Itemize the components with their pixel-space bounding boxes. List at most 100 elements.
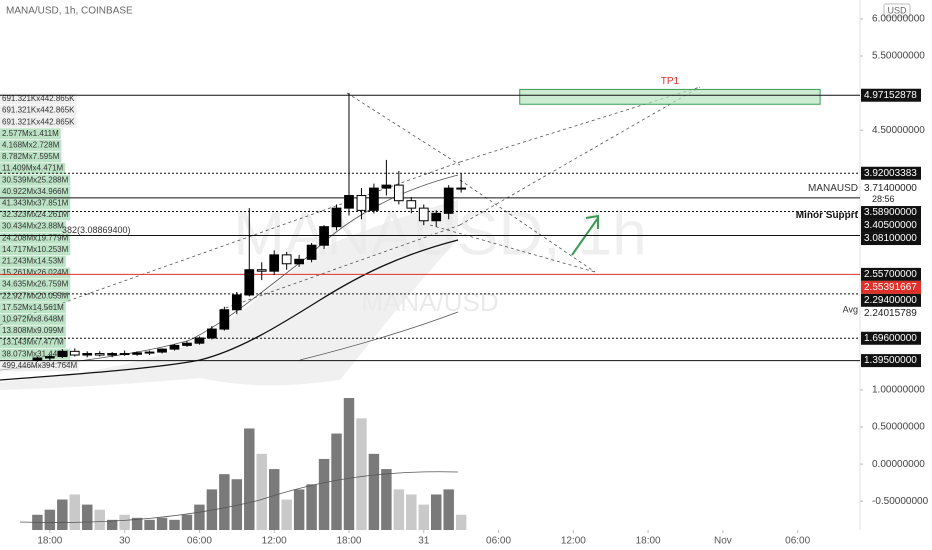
- price-label-box: [861, 166, 921, 180]
- candle-body: [369, 187, 379, 211]
- price-label: 3.40500000: [864, 220, 917, 231]
- candle-body: [157, 348, 167, 353]
- volume-bar: [368, 453, 380, 530]
- y-tick-label: 0.00000000: [872, 459, 925, 470]
- candle-body: [294, 258, 304, 265]
- moving-average: [0, 239, 459, 381]
- candle-body: [319, 226, 329, 246]
- profile-label: 691.321Kx442.865K: [2, 117, 75, 126]
- candle-body: [32, 357, 43, 361]
- price-label: 1.39500000: [864, 355, 917, 366]
- volume-bar: [131, 517, 143, 530]
- candle-body: [94, 353, 105, 356]
- candle-body: [182, 342, 192, 346]
- candle-body: [281, 254, 292, 265]
- profile-label: 14.717Mx10.253M: [2, 245, 69, 254]
- profile-bar: [0, 290, 71, 302]
- candle-body: [207, 328, 217, 339]
- profile-label: 30.539Mx25.288M: [2, 175, 69, 184]
- candle-body: [132, 352, 142, 355]
- profile-bar: [0, 174, 71, 186]
- band: [0, 200, 458, 390]
- price-label: 2.55700000: [864, 269, 917, 280]
- volume-bar: [430, 494, 442, 530]
- volume-bar: [256, 453, 267, 530]
- candle-body: [331, 207, 342, 228]
- price-label: 1.69600000: [864, 333, 917, 344]
- candle-body: [344, 195, 354, 209]
- profile-bar: [0, 186, 71, 198]
- profile-bar: [0, 163, 66, 175]
- x-tick-label: Nov: [714, 536, 732, 547]
- candle-body: [356, 195, 367, 211]
- volume-bar: [393, 489, 405, 530]
- volume-bar: [69, 494, 81, 530]
- candle-body: [82, 353, 93, 356]
- candle-body: [443, 187, 454, 214]
- profile-label: 499.446Mx394.764M: [2, 361, 78, 370]
- profile-bar: [0, 302, 66, 314]
- x-tick-label: 31: [418, 536, 430, 547]
- volume-bar: [144, 519, 155, 530]
- candle-body: [231, 294, 242, 311]
- profile-bar: [0, 313, 66, 325]
- upper-band: [0, 174, 459, 371]
- price-label-box: [861, 206, 921, 220]
- volume-bar: [381, 469, 392, 530]
- profile-bar: [0, 232, 71, 244]
- y-tick-label: 4.50000000: [872, 125, 925, 136]
- volume-bar: [106, 519, 118, 530]
- x-tick-label: 18:00: [336, 536, 361, 547]
- tp-label: TP1: [661, 76, 680, 87]
- profile-label: 13.143Mx7.477M: [2, 338, 64, 347]
- profile-bar: [0, 221, 66, 233]
- profile-bar: [0, 267, 71, 279]
- candle-body: [256, 269, 267, 272]
- profile-label: 24.208Mx19.779M: [2, 233, 69, 242]
- volume-bar: [94, 509, 105, 530]
- volume-bar: [82, 504, 93, 530]
- profile-label: 10.972Mx8.648M: [2, 315, 64, 324]
- tp-zone: [519, 88, 821, 105]
- price-label: 3.71400000: [864, 183, 917, 194]
- profile-bar: [0, 325, 66, 337]
- price-label-box: [861, 306, 921, 320]
- profile-label: 13.808Mx9.099M: [2, 326, 64, 335]
- volume-bar: [356, 418, 367, 530]
- profile-bar: [0, 151, 62, 163]
- profile-label: 11.409Mx4.471M: [2, 164, 64, 173]
- profile-label: 40.922Mx34.966M: [2, 187, 69, 196]
- profile-label: 38.073Mx31.446M: [2, 349, 69, 358]
- fib-label: 382(3.08869400): [62, 225, 131, 235]
- price-label-box: [861, 331, 921, 345]
- price-label-box: [861, 219, 921, 233]
- volume-bar: [306, 484, 317, 530]
- volume-bar: [331, 433, 342, 530]
- volume-bar: [231, 479, 243, 530]
- profile-label: 21.243Mx14.53M: [2, 257, 64, 266]
- candle-body: [69, 350, 80, 356]
- y-tick-label: 0.50000000: [872, 422, 925, 433]
- profile-bar: [0, 337, 66, 349]
- profile-bar: [0, 244, 71, 256]
- volume-bar: [343, 398, 355, 530]
- price-label: 3.92003383: [864, 168, 917, 179]
- candle-body: [381, 184, 392, 189]
- profile-bar: [0, 255, 66, 267]
- profile-label: 41.343Mx37.851M: [2, 199, 69, 208]
- profile-bar: [0, 348, 71, 360]
- price-label: 2.55391667: [864, 282, 917, 293]
- arrow: [571, 214, 599, 256]
- lower-band: [299, 311, 459, 361]
- price-label-box: [861, 182, 921, 196]
- price-label-box: [861, 88, 921, 102]
- price-label-box: [861, 293, 921, 307]
- volume-bar: [169, 519, 180, 530]
- profile-label: 15.261Mx26.024M: [2, 268, 69, 277]
- y-tick-label: -0.50000000: [872, 496, 929, 507]
- price-label: 3.58900000: [864, 207, 917, 218]
- last-symbol: MANAUSD: [808, 183, 858, 194]
- price-label: 2.29400000: [864, 295, 917, 306]
- profile-bar: [0, 128, 61, 140]
